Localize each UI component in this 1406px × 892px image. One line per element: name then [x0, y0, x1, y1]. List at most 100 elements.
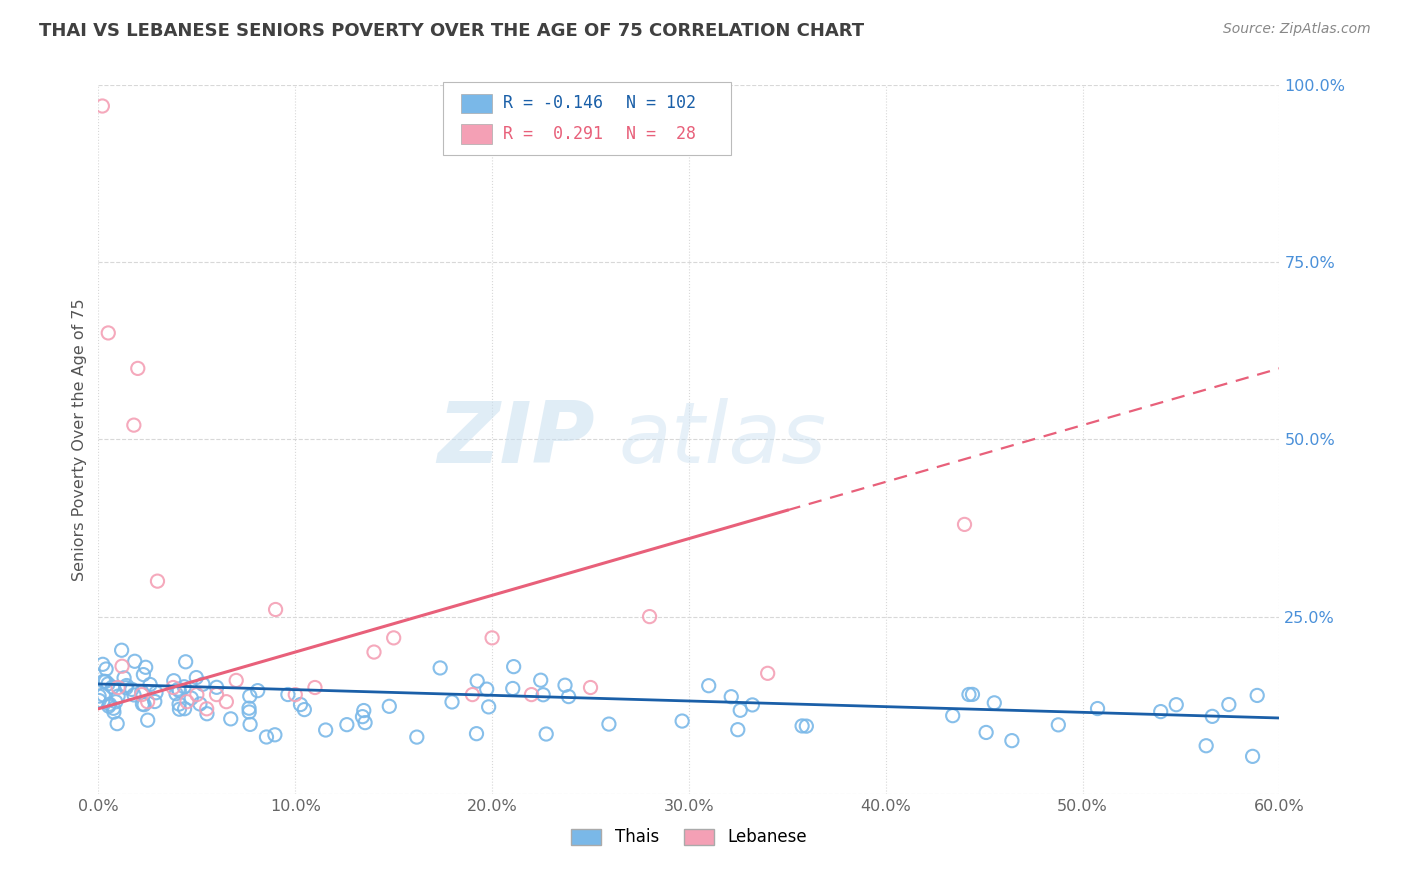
Point [124, 654, 146, 668]
Point [531, 688, 554, 702]
Point [290, 698, 312, 712]
Point [741, 698, 763, 712]
Point [162, 681, 184, 695]
Point [953, 517, 976, 532]
Y-axis label: Seniors Poverty Over the Age of 75: Seniors Poverty Over the Age of 75 [72, 298, 87, 581]
Point [378, 699, 401, 714]
Point [191, 677, 214, 691]
Point [91, 657, 114, 672]
Point [315, 723, 337, 737]
Point [727, 723, 749, 737]
Point [169, 683, 191, 698]
Point [135, 660, 157, 674]
Point [465, 674, 488, 689]
Point [103, 701, 125, 715]
Point [292, 703, 315, 717]
Point [115, 679, 138, 693]
Point [277, 688, 299, 702]
Text: N = 102: N = 102 [626, 95, 696, 112]
Point [756, 666, 779, 681]
Point [1201, 709, 1223, 723]
Point [97, 326, 120, 340]
Point [1218, 698, 1240, 712]
Point [111, 659, 134, 673]
Point [188, 697, 211, 711]
Point [131, 688, 153, 702]
Point [1195, 739, 1218, 753]
Point [1001, 733, 1024, 747]
Point [246, 683, 269, 698]
Point [89, 689, 111, 703]
Point [97, 699, 120, 714]
Point [239, 689, 262, 703]
Point [405, 730, 427, 744]
Point [794, 719, 817, 733]
Point [165, 687, 187, 701]
Point [1241, 749, 1264, 764]
Point [107, 681, 129, 695]
Point [962, 687, 984, 701]
Point [465, 727, 488, 741]
Point [122, 688, 145, 702]
Point [94, 674, 117, 689]
Point [502, 681, 524, 696]
Point [336, 717, 359, 731]
Point [256, 730, 278, 744]
Point [557, 690, 579, 704]
Text: THAI VS LEBANESE SENIORS POVERTY OVER THE AGE OF 75 CORRELATION CHART: THAI VS LEBANESE SENIORS POVERTY OVER TH… [39, 22, 865, 40]
Point [136, 695, 159, 709]
Point [239, 717, 262, 731]
Point [143, 694, 166, 708]
Point [264, 728, 287, 742]
Point [146, 574, 169, 589]
Text: R = -0.146: R = -0.146 [503, 95, 603, 112]
Point [205, 688, 228, 702]
Point [790, 719, 813, 733]
Point [554, 678, 576, 692]
Point [974, 725, 997, 739]
Point [163, 673, 186, 688]
Point [94, 662, 117, 676]
Point [354, 715, 377, 730]
Point [104, 695, 127, 709]
Text: R =  0.291: R = 0.291 [503, 125, 603, 143]
Point [728, 703, 751, 717]
Point [111, 643, 134, 657]
Point [697, 679, 720, 693]
Point [121, 682, 143, 697]
Text: Source: ZipAtlas.com: Source: ZipAtlas.com [1223, 22, 1371, 37]
Point [481, 631, 503, 645]
Point [131, 697, 153, 711]
Point [139, 677, 162, 691]
Point [97, 677, 120, 691]
Point [173, 680, 195, 694]
Point [304, 681, 326, 695]
Point [502, 659, 524, 673]
Point [98, 697, 121, 711]
Point [225, 673, 247, 688]
Point [440, 695, 463, 709]
Point [1047, 718, 1070, 732]
Point [174, 655, 197, 669]
Point [638, 609, 661, 624]
Point [180, 691, 202, 706]
Point [173, 702, 195, 716]
Point [1150, 705, 1173, 719]
Point [238, 701, 260, 715]
Point [215, 695, 238, 709]
Point [1246, 689, 1268, 703]
Legend: Thais, Lebanese: Thais, Lebanese [564, 822, 814, 853]
Point [89, 693, 111, 707]
Point [195, 706, 218, 721]
Point [93, 674, 115, 689]
Point [720, 690, 742, 704]
Point [352, 709, 374, 723]
Point [264, 602, 287, 616]
Point [145, 686, 167, 700]
Point [957, 688, 980, 702]
Point [91, 99, 114, 113]
Point [363, 645, 385, 659]
Point [579, 681, 602, 695]
Point [534, 727, 557, 741]
Point [132, 667, 155, 681]
